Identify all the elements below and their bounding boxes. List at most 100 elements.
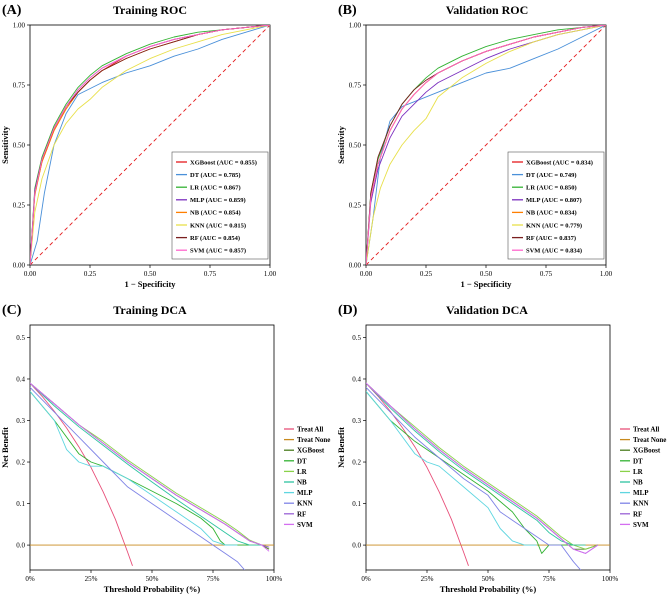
- legend-label: LR (AUC = 0.850): [526, 185, 577, 192]
- legend-label: XGBoost: [297, 447, 325, 455]
- series-line-2: [366, 25, 606, 265]
- legend-label: Treat None: [633, 436, 666, 444]
- legend-label: Treat All: [633, 426, 659, 434]
- series-line-7: [366, 25, 606, 265]
- x-tick-label: 0.00: [360, 270, 373, 278]
- series-line-5: [30, 382, 262, 546]
- y-tick-label: 0.00: [13, 262, 26, 270]
- chart-title: Training DCA: [113, 303, 187, 317]
- panel-b: (B) Validation ROC 0.00 0.25 0.50 0.75 1.00 0.0…: [336, 3, 613, 289]
- y-axis-label: Sensitivity: [336, 125, 346, 164]
- legend-label: SVM: [633, 521, 649, 529]
- y-tick-label: 0.50: [349, 142, 362, 150]
- y-tick-label: 0.2: [16, 459, 25, 467]
- y-tick-label: 0.5: [352, 334, 361, 342]
- legend-label: SVM: [297, 521, 313, 529]
- series-group: [366, 25, 606, 265]
- y-tick-label: 0.75: [349, 82, 362, 90]
- x-tick-label: 50%: [482, 575, 495, 583]
- series-line-0: [30, 382, 133, 566]
- chart-title: Training ROC: [113, 3, 187, 17]
- chart-title: Validation DCA: [446, 303, 528, 317]
- x-tick-label: 1.00: [264, 270, 277, 278]
- y-tick-label: 1.00: [349, 22, 362, 30]
- panel-label: (A): [2, 3, 22, 18]
- legend-label: DT: [633, 457, 643, 465]
- y-tick-label: 0.1: [16, 500, 25, 508]
- series-line-5: [366, 382, 586, 546]
- y-tick-label: 0.00: [349, 262, 362, 270]
- x-tick-label: 0.00: [24, 270, 37, 278]
- x-tick-label: 75%: [543, 575, 556, 583]
- y-tick-label: 0.50: [13, 142, 26, 150]
- y-tick-label: 0.25: [349, 202, 362, 210]
- series-line-9: [366, 382, 599, 554]
- x-axis-label: 1 − Specificity: [460, 279, 512, 289]
- y-tick-label: 0.25: [13, 202, 26, 210]
- plot-area: [29, 324, 275, 571]
- legend-label: NB: [297, 479, 307, 487]
- x-tick-label: 0.25: [420, 270, 433, 278]
- legend-label: KNN: [297, 500, 313, 508]
- legend-label: Treat All: [297, 426, 323, 434]
- series-line-5: [30, 25, 270, 265]
- y-tick-label: 0.0: [352, 542, 361, 550]
- legend-label: RF (AUC = 0.854): [190, 235, 240, 242]
- x-tick-label: 0.50: [144, 270, 157, 278]
- series-line-6: [30, 391, 238, 546]
- panel-a: (A) Training ROC 0.00 0.25 0.50 0.75 1.00 0.00 0…: [0, 3, 277, 289]
- panel-label: (D): [338, 303, 358, 318]
- x-tick-label: 100%: [266, 575, 283, 583]
- legend-label: RF: [297, 510, 306, 518]
- x-tick-label: 0.25: [84, 270, 97, 278]
- series-line-9: [30, 382, 270, 552]
- x-tick-label: 1.00: [600, 270, 613, 278]
- series-line-0: [366, 382, 469, 566]
- panel-label: (C): [2, 303, 22, 318]
- reference-diagonal: [30, 25, 270, 265]
- reference-diagonal: [366, 25, 606, 265]
- series-group: [366, 382, 610, 570]
- legend-label: SVM (AUC = 0.857): [190, 248, 246, 255]
- series-line-2: [30, 25, 270, 265]
- legend-label: LR: [633, 468, 644, 476]
- x-axis-label: 1 − Specificity: [124, 279, 176, 289]
- y-tick-label: 0.4: [352, 375, 361, 383]
- x-axis-label: Threshold Probability (%): [104, 584, 201, 594]
- y-axis-label: Sensitivity: [0, 125, 10, 164]
- y-tick-label: 0.5: [16, 334, 25, 342]
- series-line-7: [30, 25, 270, 265]
- y-tick-label: 0.4: [16, 375, 25, 383]
- legend-label: XGBoost (AUC = 0.855): [190, 159, 257, 166]
- legend-label: DT: [297, 457, 307, 465]
- y-tick-label: 0.1: [352, 500, 361, 508]
- legend-label: DT (AUC = 0.785): [190, 172, 241, 179]
- legend-label: MLP (AUC = 0.859): [190, 197, 246, 204]
- y-tick-label: 0.2: [352, 459, 361, 467]
- x-tick-label: 50%: [146, 575, 159, 583]
- x-tick-label: 25%: [85, 575, 98, 583]
- plot-area: [365, 324, 611, 571]
- series-line-1: [30, 25, 270, 265]
- y-tick-label: 0.3: [352, 417, 361, 425]
- legend-box: [507, 151, 605, 260]
- series-group: [30, 382, 274, 570]
- x-tick-label: 25%: [421, 575, 434, 583]
- legend-label: MLP: [297, 489, 313, 497]
- legend-label: RF (AUC = 0.837): [526, 235, 576, 242]
- legend-label: KNN (AUC = 0.815): [190, 222, 246, 229]
- legend-label: MLP: [633, 489, 649, 497]
- legend-label: KNN (AUC = 0.779): [526, 222, 582, 229]
- legend-label: XGBoost (AUC = 0.834): [526, 159, 593, 166]
- legend-label: NB (AUC = 0.834): [526, 210, 577, 217]
- series-line-5: [366, 25, 606, 265]
- x-tick-label: 100%: [602, 575, 619, 583]
- panel-d: (D) Validation DCA 0% 25% 50% 75% 100% 0.0 0.1 0.…: [336, 303, 666, 594]
- chart-title: Validation ROC: [446, 3, 529, 17]
- legend-label: DT (AUC = 0.749): [526, 172, 577, 179]
- series-group: [30, 25, 270, 265]
- series-line-6: [366, 391, 537, 546]
- y-tick-label: 0.3: [16, 417, 25, 425]
- panel-label: (B): [338, 3, 357, 18]
